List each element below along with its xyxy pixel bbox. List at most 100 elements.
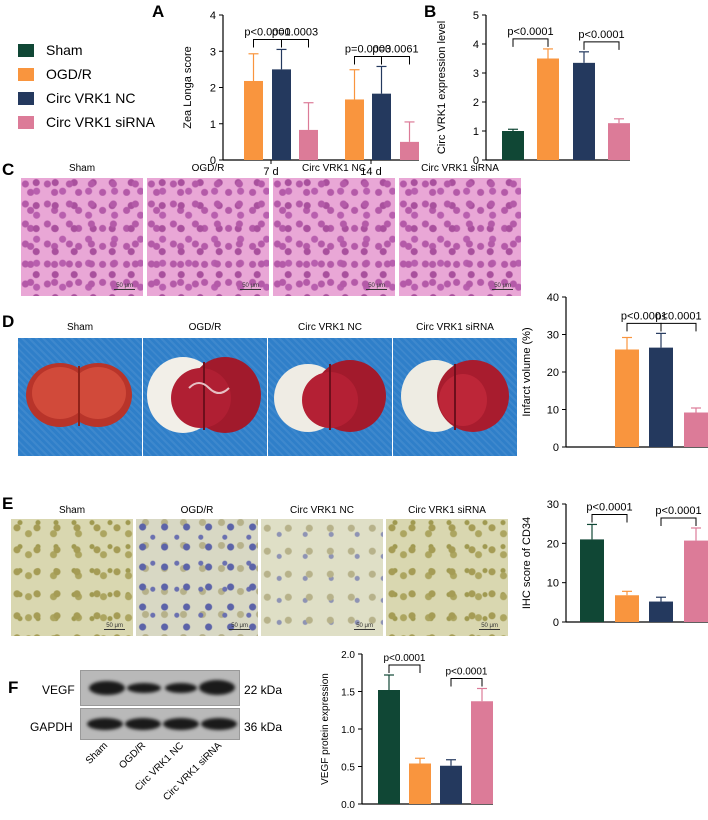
y-tick-label-E: 0 xyxy=(553,617,559,629)
wb-band xyxy=(165,683,197,693)
wb-strip-vegf xyxy=(80,670,240,706)
significance-bracket-A xyxy=(253,38,282,48)
y-tick-label-B: 3 xyxy=(473,68,479,80)
bar-B xyxy=(502,131,524,160)
brain-slice-sirna xyxy=(401,360,509,432)
ttc-caption-ogdr: OGD/R xyxy=(188,322,222,333)
panel-label-d: D xyxy=(2,312,15,331)
wb-kda-gapdh: 36 kDa xyxy=(244,720,283,734)
bar-F xyxy=(378,690,400,804)
wb-band xyxy=(201,718,237,730)
y-axis-label-A: Zea Longa score xyxy=(182,46,194,129)
he-caption-sham: Sham xyxy=(68,163,96,174)
significance-bracket-B xyxy=(583,41,620,50)
scale-bar: 50 μm xyxy=(104,623,125,630)
y-tick-label-B: 5 xyxy=(473,10,479,22)
legend-label: Circ VRK1 NC xyxy=(46,90,136,106)
significance-bracket-E xyxy=(660,517,697,526)
ihc-caption-ogdr: OGD/R xyxy=(180,505,214,516)
y-tick-label-D: 40 xyxy=(547,292,559,304)
wb-row-label-vegf: VEGF xyxy=(42,683,75,697)
bar-A xyxy=(272,69,291,160)
he-image-nc: 50 μm xyxy=(273,178,395,296)
ttc-image-ogdr xyxy=(143,338,267,456)
y-tick-label-E: 20 xyxy=(547,538,559,550)
y-axis-label-B: Circ VRK1 expression level xyxy=(436,21,448,154)
ihc-caption-sham: Sham xyxy=(58,505,86,516)
legend-item: Circ VRK1 NC xyxy=(18,86,155,110)
bar-F xyxy=(440,765,462,804)
ttc-image-sham xyxy=(18,338,142,456)
legend-swatch xyxy=(18,43,34,57)
y-tick-label-B: 4 xyxy=(473,39,479,51)
legend-label: Sham xyxy=(46,42,83,58)
legend-item: Circ VRK1 siRNA xyxy=(18,110,155,134)
y-tick-label-D: 30 xyxy=(547,330,559,342)
scale-bar: 50 μm xyxy=(492,283,513,290)
y-tick-label-A: 3 xyxy=(210,46,216,58)
wb-band xyxy=(89,681,125,695)
y-tick-label-A: 0 xyxy=(210,155,216,167)
bar-E xyxy=(649,601,673,622)
wb-lane-label: OGD/R xyxy=(117,740,148,771)
y-tick-label-D: 0 xyxy=(553,442,559,454)
he-caption-nc: Circ VRK1 NC xyxy=(302,163,366,174)
p-value-label-E: p<0.0001 xyxy=(586,501,632,513)
bar-D xyxy=(615,349,639,447)
y-tick-label-F: 2.0 xyxy=(341,650,355,661)
y-tick-label-F: 0.5 xyxy=(341,763,355,774)
brain-slice-sham xyxy=(26,363,132,427)
y-tick-label-A: 1 xyxy=(210,119,216,131)
significance-bracket-B xyxy=(512,38,549,47)
wb-band xyxy=(125,718,161,730)
y-tick-label-F: 1.5 xyxy=(341,688,355,699)
y-tick-label-F: 1.0 xyxy=(341,725,355,736)
p-value-label-A: p<0.0001 xyxy=(244,26,290,38)
bar-B xyxy=(608,123,630,160)
bar-A xyxy=(345,99,364,160)
bar-F xyxy=(409,763,431,804)
y-tick-label-F: 0.0 xyxy=(341,800,355,811)
bar-D xyxy=(649,347,673,447)
bar-B xyxy=(573,62,595,160)
brain-slice-nc xyxy=(274,360,386,432)
scale-bar: 50 μm xyxy=(229,623,250,630)
panel-label-a: A xyxy=(152,2,165,21)
y-axis-label-F: VEGF protein expression xyxy=(320,673,331,785)
significance-bracket-A xyxy=(354,55,382,65)
wb-kda-vegf: 22 kDa xyxy=(244,683,283,697)
panel-label-f: F xyxy=(8,678,19,697)
panel-label-b: B xyxy=(424,2,437,21)
bar-A xyxy=(400,141,419,160)
ttc-caption-nc: Circ VRK1 NC xyxy=(298,322,362,333)
bar-D xyxy=(684,412,708,447)
wb-strip-gapdh xyxy=(80,708,240,740)
ihc-image-ogdr: 50 μm xyxy=(136,519,258,636)
significance-bracket-E xyxy=(591,513,628,523)
wb-lane-label: Sham xyxy=(84,740,110,766)
y-tick-label-B: 0 xyxy=(473,155,479,167)
bar-E xyxy=(684,540,708,622)
significance-bracket-F xyxy=(450,678,483,687)
wb-band xyxy=(163,718,199,730)
p-value-label-B: p<0.0001 xyxy=(578,29,624,41)
ttc-image-nc xyxy=(268,338,392,456)
he-image-ogdr: 50 μm xyxy=(147,178,269,296)
significance-bracket-F xyxy=(388,664,421,673)
y-axis-label-D: Infarct volume (%) xyxy=(521,327,533,416)
ihc-caption-nc: Circ VRK1 NC xyxy=(290,505,354,516)
y-tick-label-B: 2 xyxy=(473,97,479,109)
significance-bracket-A xyxy=(281,38,309,48)
x-tick-label-A: 14 d xyxy=(360,166,381,178)
p-value-label-F: p<0.0001 xyxy=(446,667,488,678)
ttc-image-sirna xyxy=(393,338,517,456)
legend-item: OGD/R xyxy=(18,62,155,86)
y-tick-label-E: 10 xyxy=(547,578,559,590)
ihc-image-sirna: 50 μm xyxy=(386,519,508,636)
scale-bar: 50 μm xyxy=(366,283,387,290)
bar-A xyxy=(372,93,391,160)
ihc-image-nc: 50 μm xyxy=(261,519,383,636)
p-value-label-A: p=0.0003 xyxy=(272,26,318,38)
he-caption-sirna: Circ VRK1 siRNA xyxy=(421,163,499,174)
bar-A xyxy=(244,80,263,160)
